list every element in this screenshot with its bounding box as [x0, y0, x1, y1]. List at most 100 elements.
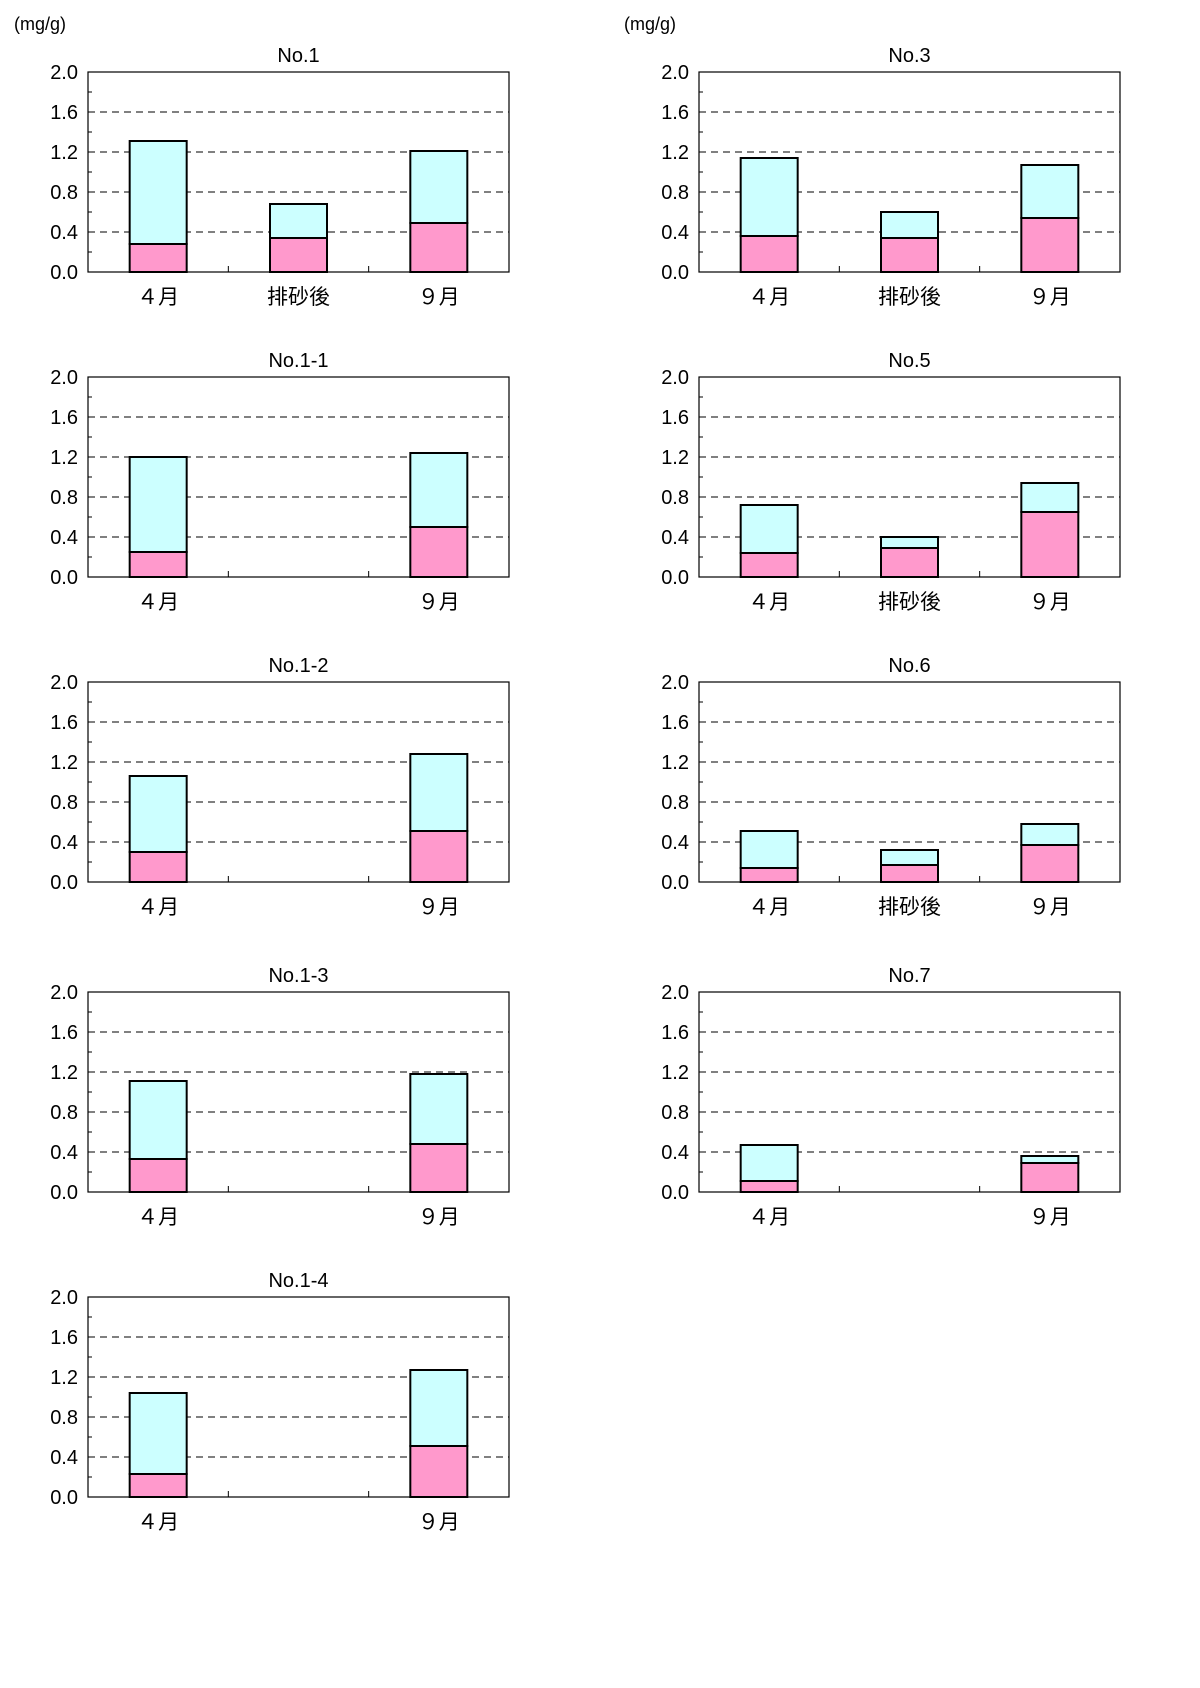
- y-tick-label: 2.0: [661, 367, 689, 389]
- bar-upper-segment: [739, 504, 799, 554]
- x-category-label: ９月: [418, 896, 460, 919]
- x-category-label: 排砂後: [878, 591, 941, 614]
- bar-lower-segment: [1020, 511, 1080, 578]
- bar-upper-segment: [409, 150, 469, 224]
- chart-title: No.3: [888, 45, 930, 67]
- y-tick-label: 1.2: [50, 1367, 78, 1389]
- chart-panel: No.5 0.0 0.4 0.8 1.2 1.6 2.0 ４月 排砂後 ９月: [661, 350, 1121, 614]
- y-tick-label: 0.0: [50, 262, 78, 284]
- y-unit-left: (mg/g): [14, 14, 67, 34]
- y-tick-label: 1.6: [661, 102, 689, 124]
- bar-upper-segment: [269, 203, 328, 239]
- bar-upper-segment: [128, 1392, 188, 1475]
- chart-panel: No.1 0.0 0.4 0.8 1.2 1.6 2.0 ４月 排砂後 ９月: [50, 45, 510, 309]
- x-category-label: 排砂後: [878, 286, 941, 309]
- x-category-label: ９月: [418, 1511, 460, 1534]
- x-category-label: ４月: [137, 1511, 179, 1534]
- y-tick-label: 2.0: [661, 672, 689, 694]
- bar-lower-segment: [128, 1473, 188, 1498]
- bar-upper-segment: [409, 452, 469, 528]
- x-category-label: 排砂後: [878, 896, 941, 919]
- bar-lower-segment: [1020, 217, 1080, 273]
- chart-panel: No.1-4 0.0 0.4 0.8 1.2 1.6 2.0 ４月 ９月: [50, 1270, 510, 1534]
- bar-upper-segment: [880, 849, 939, 866]
- chart-title: No.7: [888, 965, 930, 987]
- x-category-label: ９月: [418, 591, 460, 614]
- x-category-label: ９月: [1029, 591, 1071, 614]
- x-category-label: ９月: [1029, 286, 1071, 309]
- chart-panel: No.6 0.0 0.4 0.8 1.2 1.6 2.0 ４月 排砂後 ９月: [661, 655, 1121, 919]
- bar-upper-segment: [128, 775, 188, 853]
- x-category-label: ９月: [418, 1206, 460, 1229]
- y-tick-label: 0.0: [661, 567, 689, 589]
- y-tick-label: 1.6: [50, 1327, 78, 1349]
- y-tick-label: 1.2: [50, 1062, 78, 1084]
- chart-title: No.6: [888, 655, 930, 677]
- y-tick-label: 1.6: [50, 712, 78, 734]
- chart-panel: No.3 0.0 0.4 0.8 1.2 1.6 2.0 ４月 排砂後 ９月: [661, 45, 1121, 309]
- y-tick-label: 0.0: [661, 262, 689, 284]
- y-tick-label: 0.4: [50, 1447, 78, 1469]
- y-tick-label: 1.6: [50, 407, 78, 429]
- y-tick-label: 0.0: [50, 1182, 78, 1204]
- y-tick-label: 0.0: [50, 567, 78, 589]
- bar-lower-segment: [269, 237, 328, 273]
- y-tick-label: 0.8: [50, 487, 78, 509]
- x-category-label: ４月: [137, 286, 179, 309]
- bar-lower-segment: [409, 222, 469, 273]
- chart-title: No.1-2: [268, 655, 328, 677]
- bar-upper-segment: [1020, 164, 1080, 219]
- bar-lower-segment: [739, 1180, 799, 1193]
- chart-panel: No.7 0.0 0.4 0.8 1.2 1.6 2.0 ４月 ９月: [661, 965, 1121, 1229]
- bar-upper-segment: [1020, 823, 1080, 846]
- y-tick-label: 1.2: [50, 142, 78, 164]
- bar-lower-segment: [1020, 1162, 1080, 1193]
- y-tick-label: 1.6: [661, 1022, 689, 1044]
- bar-lower-segment: [739, 867, 799, 883]
- bar-lower-segment: [1020, 844, 1080, 883]
- y-tick-label: 1.6: [661, 407, 689, 429]
- bar-upper-segment: [128, 456, 188, 553]
- y-tick-label: 0.4: [50, 832, 78, 854]
- bar-lower-segment: [739, 552, 799, 578]
- y-tick-label: 1.6: [50, 1022, 78, 1044]
- y-tick-label: 1.2: [661, 1062, 689, 1084]
- bar-upper-segment: [880, 211, 939, 239]
- bar-upper-segment: [128, 1080, 188, 1160]
- y-tick-label: 0.4: [661, 832, 689, 854]
- bar-upper-segment: [128, 140, 188, 245]
- y-unit-right: (mg/g): [624, 14, 677, 34]
- bar-lower-segment: [128, 243, 188, 273]
- y-tick-label: 0.4: [661, 527, 689, 549]
- y-tick-label: 0.0: [661, 1182, 689, 1204]
- y-tick-label: 0.0: [50, 1487, 78, 1509]
- chart-panel: No.1-2 0.0 0.4 0.8 1.2 1.6 2.0 ４月 ９月: [50, 655, 510, 919]
- x-category-label: ４月: [137, 896, 179, 919]
- bar-upper-segment: [739, 1144, 799, 1182]
- y-tick-label: 2.0: [661, 982, 689, 1004]
- bar-lower-segment: [880, 864, 939, 883]
- bar-upper-segment: [409, 1369, 469, 1447]
- x-category-label: 排砂後: [267, 286, 330, 309]
- chart-title: No.1-1: [268, 350, 328, 372]
- bar-lower-segment: [880, 237, 939, 273]
- x-category-label: ４月: [748, 1206, 790, 1229]
- bar-lower-segment: [409, 1143, 469, 1193]
- bar-upper-segment: [409, 753, 469, 832]
- y-tick-label: 0.4: [50, 1142, 78, 1164]
- x-category-label: ４月: [137, 591, 179, 614]
- bar-lower-segment: [739, 235, 799, 273]
- bar-upper-segment: [880, 536, 939, 549]
- y-tick-label: 0.8: [661, 1102, 689, 1124]
- bar-lower-segment: [880, 547, 939, 578]
- y-tick-label: 0.4: [661, 1142, 689, 1164]
- y-tick-label: 0.0: [50, 872, 78, 894]
- chart-title: No.1-3: [268, 965, 328, 987]
- y-tick-label: 0.8: [50, 1102, 78, 1124]
- chart-title: No.5: [888, 350, 930, 372]
- y-tick-label: 1.2: [50, 752, 78, 774]
- y-tick-label: 0.4: [50, 527, 78, 549]
- bar-lower-segment: [409, 1445, 469, 1498]
